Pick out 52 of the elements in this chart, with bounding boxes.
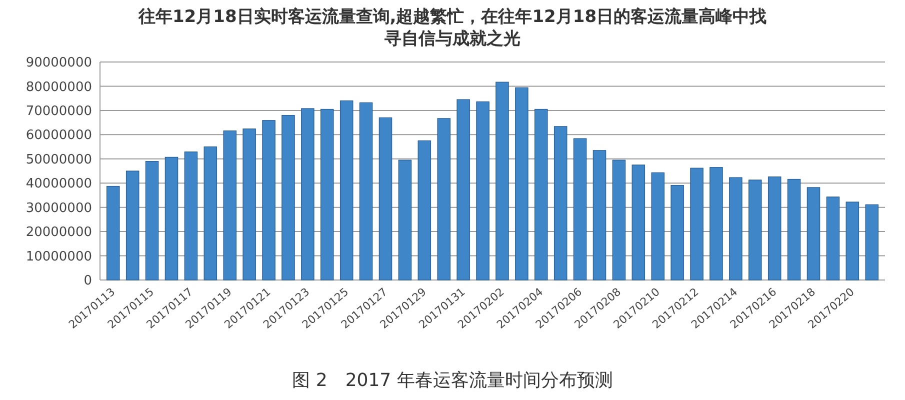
bar: [710, 167, 723, 280]
y-tick-label: 60000000: [26, 128, 92, 144]
bar: [865, 204, 878, 280]
bar: [846, 202, 860, 280]
bar: [320, 108, 334, 280]
bar: [496, 82, 509, 280]
bar: [632, 164, 646, 280]
bar: [612, 160, 626, 280]
caption: 图 2 2017 年春运客流量时间分布预测: [292, 370, 613, 391]
bar: [378, 117, 392, 280]
bar: [340, 100, 354, 280]
bar: [670, 184, 684, 280]
bar: [106, 186, 120, 280]
bar: [164, 156, 178, 280]
bar: [534, 108, 548, 280]
bar: [592, 150, 606, 280]
y-tick-label: 40000000: [26, 176, 92, 192]
bar: [787, 178, 801, 280]
bar: [806, 187, 820, 280]
bar: [554, 126, 568, 280]
bar: [748, 180, 762, 280]
bar: [418, 140, 432, 280]
bar: [437, 118, 450, 280]
bar: [573, 138, 587, 280]
chart-title: 往年12月18日实时客运流量查询,超越繁忙，在往年12月18日的客运流量高峰中找寻自信与成就之光: [137, 7, 767, 49]
bar: [729, 177, 742, 280]
bar: [126, 170, 140, 280]
y-tick-label: 70000000: [26, 104, 92, 119]
bar: [398, 160, 412, 280]
bar: [145, 161, 159, 280]
bar: [242, 128, 256, 280]
bar: [690, 168, 704, 280]
y-tick-label: 0: [84, 274, 92, 289]
bar: [826, 196, 840, 280]
bar: [204, 146, 218, 280]
y-tick-label: 30000000: [26, 200, 92, 216]
bar: [223, 130, 236, 280]
y-tick-label: 10000000: [26, 249, 92, 264]
y-tick-label: 20000000: [26, 225, 92, 240]
bar: [651, 172, 664, 280]
bar: [282, 114, 295, 280]
y-tick-label: 80000000: [26, 80, 92, 95]
y-tick-label: 50000000: [26, 152, 92, 168]
bar: [476, 101, 490, 280]
bar: [456, 99, 470, 280]
bar: [184, 152, 198, 280]
bar: [262, 120, 276, 280]
bar: [301, 108, 314, 280]
y-tick-label: 90000000: [26, 56, 92, 71]
bar: [768, 176, 782, 280]
bar: [515, 87, 528, 280]
bar: [359, 102, 373, 280]
